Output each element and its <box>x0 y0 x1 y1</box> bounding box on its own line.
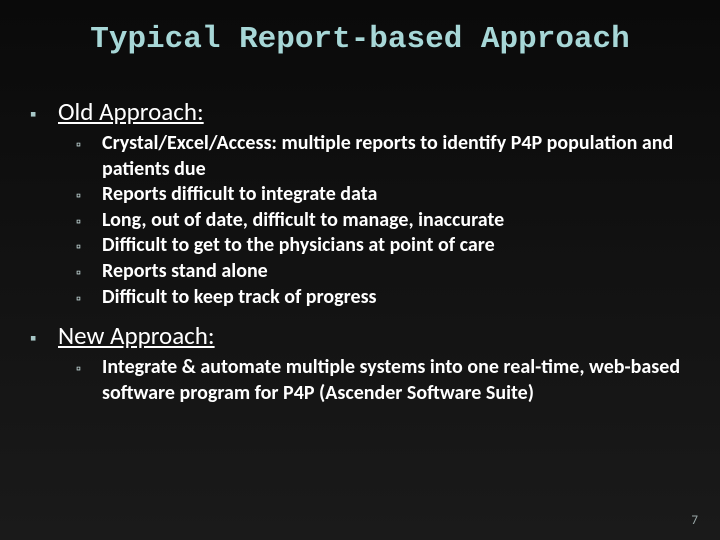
list-item: ▫ Crystal/Excel/Access: multiple reports… <box>76 131 690 182</box>
list-item: ▫ Difficult to keep track of progress <box>76 285 690 311</box>
section-heading-new: ▪ New Approach: <box>30 320 690 351</box>
item-text: Crystal/Excel/Access: multiple reports t… <box>102 131 690 182</box>
item-text: Integrate & automate multiple systems in… <box>102 355 690 406</box>
list-item: ▫ Reports stand alone <box>76 259 690 285</box>
slide-title: Typical Report-based Approach <box>0 22 720 57</box>
open-square-icon: ▫ <box>76 187 102 204</box>
heading-text: New Approach: <box>58 320 215 351</box>
item-text: Long, out of date, difficult to manage, … <box>102 208 504 234</box>
item-text: Reports difficult to integrate data <box>102 182 377 208</box>
list-item: ▫ Long, out of date, difficult to manage… <box>76 208 690 234</box>
list-item: ▫ Integrate & automate multiple systems … <box>76 355 690 406</box>
section-heading-old: ▪ Old Approach: <box>30 96 690 127</box>
list-item: ▫ Difficult to get to the physicians at … <box>76 233 690 259</box>
item-text: Difficult to get to the physicians at po… <box>102 233 495 259</box>
page-number: 7 <box>691 513 698 528</box>
heading-text: Old Approach: <box>58 96 204 127</box>
square-bullet-icon: ▪ <box>30 103 58 125</box>
new-approach-list: ▫ Integrate & automate multiple systems … <box>76 355 690 406</box>
open-square-icon: ▫ <box>76 264 102 281</box>
list-item: ▫ Reports difficult to integrate data <box>76 182 690 208</box>
open-square-icon: ▫ <box>76 360 102 377</box>
old-approach-list: ▫ Crystal/Excel/Access: multiple reports… <box>76 131 690 310</box>
open-square-icon: ▫ <box>76 238 102 255</box>
slide: Typical Report-based Approach ▪ Old Appr… <box>0 0 720 540</box>
item-text: Difficult to keep track of progress <box>102 285 377 311</box>
open-square-icon: ▫ <box>76 290 102 307</box>
square-bullet-icon: ▪ <box>30 327 58 349</box>
content-area: ▪ Old Approach: ▫ Crystal/Excel/Access: … <box>30 96 690 416</box>
open-square-icon: ▫ <box>76 136 102 153</box>
open-square-icon: ▫ <box>76 213 102 230</box>
item-text: Reports stand alone <box>102 259 268 285</box>
